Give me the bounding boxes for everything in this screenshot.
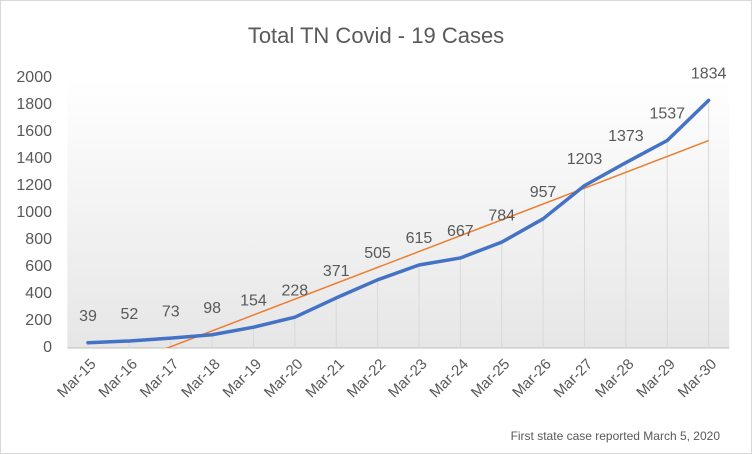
y-tick-label: 1200 (16, 177, 52, 194)
data-label: 371 (323, 263, 350, 280)
annotation: First state case reported March 5, 2020 (511, 429, 721, 443)
data-label: 1537 (649, 106, 685, 123)
data-label: 957 (530, 184, 557, 201)
y-tick-label: 2000 (16, 69, 52, 86)
y-tick-label: 400 (25, 285, 52, 302)
data-label: 784 (488, 207, 515, 224)
y-tick-label: 600 (25, 258, 52, 275)
data-label: 98 (203, 300, 221, 317)
data-label: 39 (79, 308, 97, 325)
data-label: 667 (447, 223, 474, 240)
data-label: 73 (162, 303, 180, 320)
y-tick-label: 1800 (16, 96, 52, 113)
data-label: 1834 (691, 66, 727, 83)
y-tick-label: 1000 (16, 204, 52, 221)
data-label: 228 (282, 282, 309, 299)
plot-area (67, 78, 730, 348)
chart-title: Total TN Covid - 19 Cases (248, 23, 504, 48)
data-label: 1203 (567, 151, 603, 168)
trendline (165, 139, 709, 348)
y-tick-label: 800 (25, 231, 52, 248)
data-label: 154 (240, 292, 267, 309)
data-label: 505 (364, 245, 391, 262)
data-label: 1373 (608, 128, 644, 145)
data-label: 615 (406, 230, 433, 247)
y-tick-label: 1600 (16, 123, 52, 140)
data-label: 52 (120, 306, 138, 323)
series-line (86, 98, 711, 345)
y-tick-label: 0 (43, 339, 52, 356)
y-tick-label: 1400 (16, 150, 52, 167)
y-tick-label: 200 (25, 312, 52, 329)
